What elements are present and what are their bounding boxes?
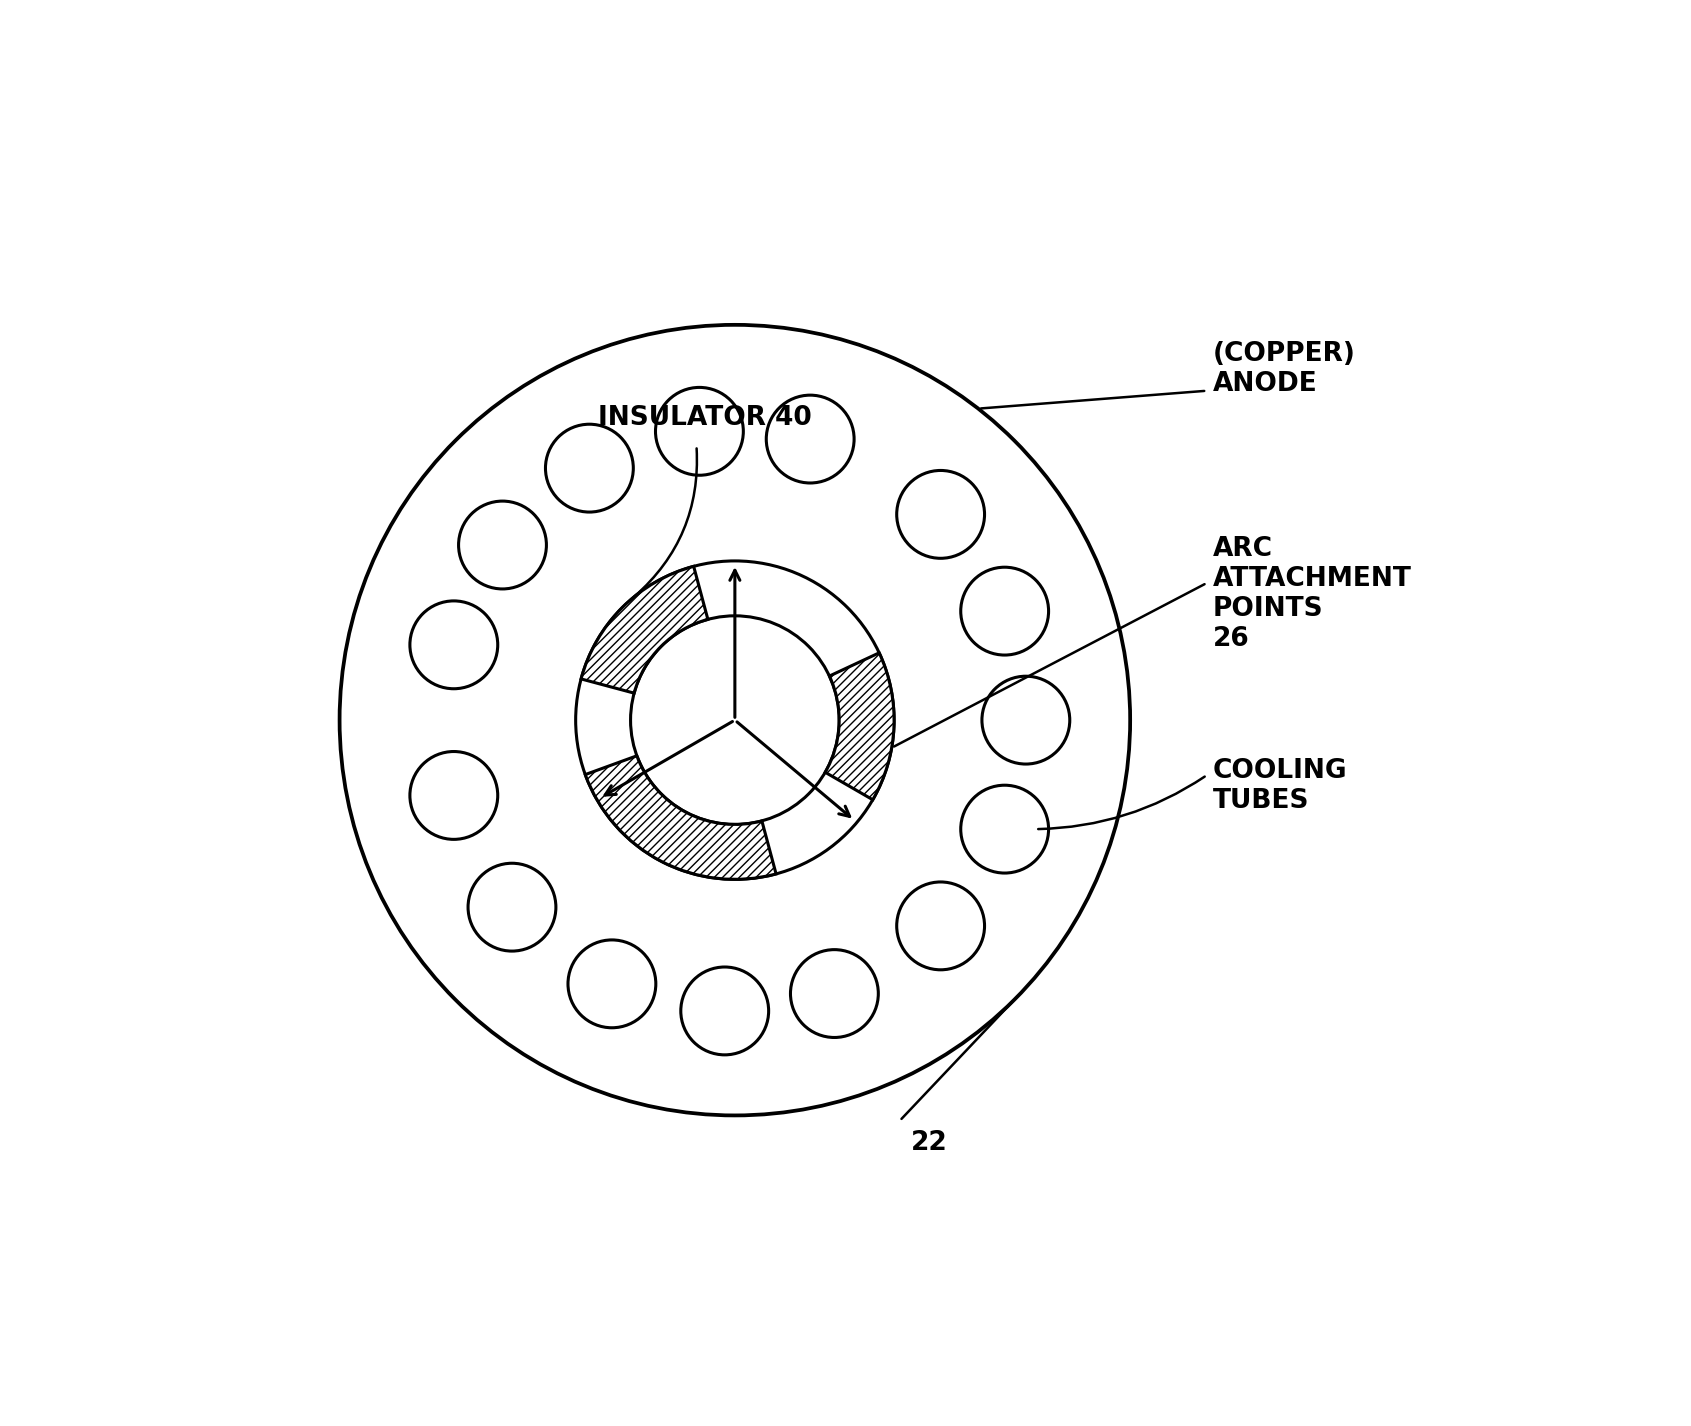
Circle shape (631, 616, 839, 824)
Circle shape (409, 752, 497, 840)
Text: ARC
ATTACHMENT
POINTS
26: ARC ATTACHMENT POINTS 26 (1212, 536, 1412, 652)
Wedge shape (585, 756, 776, 880)
Wedge shape (825, 653, 895, 800)
Text: (COPPER)
ANODE: (COPPER) ANODE (1212, 341, 1356, 396)
Circle shape (458, 501, 546, 589)
Circle shape (982, 676, 1070, 764)
Circle shape (766, 395, 854, 483)
Circle shape (409, 600, 497, 689)
Circle shape (960, 568, 1048, 655)
Circle shape (568, 940, 656, 1028)
Circle shape (896, 471, 984, 559)
Text: COOLING
TUBES: COOLING TUBES (1212, 759, 1348, 814)
Circle shape (468, 863, 556, 951)
Circle shape (340, 325, 1130, 1115)
Circle shape (790, 950, 878, 1038)
Circle shape (960, 786, 1048, 873)
Text: 22: 22 (910, 1129, 947, 1156)
Circle shape (896, 881, 984, 970)
Wedge shape (582, 566, 709, 693)
Text: INSULATOR 40: INSULATOR 40 (597, 405, 812, 431)
Circle shape (575, 560, 895, 880)
Circle shape (681, 967, 769, 1055)
Circle shape (656, 388, 744, 475)
Circle shape (546, 424, 634, 512)
